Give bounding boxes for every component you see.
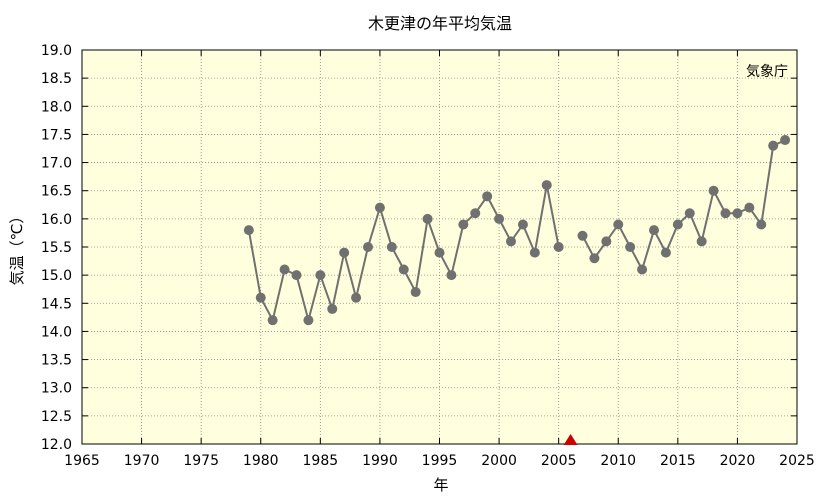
data-point <box>517 219 528 230</box>
y-tick-label: 16.5 <box>41 184 72 200</box>
data-point <box>577 230 588 241</box>
triangle-marker <box>563 434 578 445</box>
y-axis-ticks: 12.0 12.5 13.0 13.5 14.0 14.5 15.0 15.5 16.0 16.5… <box>41 43 797 453</box>
source-label: 気象庁 <box>746 64 788 80</box>
data-point <box>386 242 397 252</box>
x-tick-label: 2010 <box>600 453 636 469</box>
y-tick-label: 18.5 <box>41 71 72 87</box>
x-tick-label: 2020 <box>720 453 756 469</box>
data-point <box>339 247 350 258</box>
data-point <box>267 315 278 326</box>
data-point <box>613 219 624 230</box>
data-point <box>708 185 719 196</box>
x-tick-label: 1990 <box>362 453 398 469</box>
data-point <box>470 208 481 219</box>
x-tick-label: 2025 <box>779 453 815 469</box>
y-tick-label: 17.5 <box>41 127 72 143</box>
data-point <box>446 270 457 281</box>
data-point <box>780 135 791 146</box>
data-point <box>732 208 743 219</box>
data-point <box>327 303 338 314</box>
series-points <box>243 135 791 326</box>
data-point <box>756 219 767 230</box>
data-point <box>529 247 540 258</box>
data-point <box>422 213 433 224</box>
x-axis-label: 年 <box>433 476 448 494</box>
x-tick-label: 2005 <box>541 453 577 469</box>
x-tick-label: 2015 <box>660 453 696 469</box>
data-point <box>255 292 266 303</box>
data-point <box>315 270 326 281</box>
data-point <box>553 242 564 252</box>
x-tick-label: 2000 <box>481 453 517 469</box>
data-point <box>482 191 493 202</box>
x-tick-label: 1975 <box>183 453 219 469</box>
x-tick-label: 1980 <box>243 453 279 469</box>
data-point <box>494 213 505 224</box>
x-tick-label: 1995 <box>422 453 458 469</box>
data-point <box>243 225 254 236</box>
data-point <box>637 264 648 275</box>
x-tick-label: 1985 <box>303 453 339 469</box>
data-point <box>303 315 314 326</box>
y-tick-label: 15.5 <box>41 240 72 256</box>
data-point <box>696 236 707 247</box>
data-point <box>410 287 421 298</box>
data-point <box>374 202 385 213</box>
data-point <box>744 202 755 213</box>
data-point <box>625 242 636 252</box>
y-tick-label: 12.0 <box>41 437 72 453</box>
x-tick-label: 1965 <box>64 453 100 469</box>
data-point <box>672 219 683 230</box>
y-tick-label: 12.5 <box>41 409 72 425</box>
y-tick-label: 17.0 <box>41 156 72 172</box>
y-axis-label: 気温（℃） <box>8 209 26 286</box>
data-point <box>398 264 409 275</box>
data-point <box>601 236 612 247</box>
y-tick-label: 15.0 <box>41 268 72 284</box>
data-point <box>720 208 731 219</box>
x-axis-ticks: 1965 1970 1975 1980 1985 1990 1995 2000 2005 2010… <box>64 50 815 469</box>
y-tick-label: 19.0 <box>41 43 72 59</box>
y-tick-label: 13.0 <box>41 381 72 397</box>
data-point <box>363 242 373 252</box>
data-point <box>684 208 695 219</box>
y-tick-label: 14.0 <box>41 324 72 340</box>
y-tick-label: 18.0 <box>41 99 72 115</box>
data-point <box>291 270 302 281</box>
y-tick-label: 14.5 <box>41 296 72 312</box>
y-tick-label: 16.0 <box>41 212 72 228</box>
grid-lines <box>82 50 797 444</box>
data-point <box>351 292 362 303</box>
data-point <box>279 264 290 275</box>
marker-layer <box>563 434 578 445</box>
data-point <box>434 247 445 258</box>
chart-title: 木更津の年平均気温 <box>368 14 512 33</box>
data-point <box>649 225 659 236</box>
data-point <box>506 236 516 247</box>
data-point <box>541 180 552 191</box>
data-point <box>458 219 469 230</box>
data-point <box>768 140 779 151</box>
x-tick-label: 1970 <box>124 453 160 469</box>
data-point <box>589 253 600 264</box>
y-tick-label: 13.5 <box>41 353 72 369</box>
data-point <box>660 247 671 258</box>
